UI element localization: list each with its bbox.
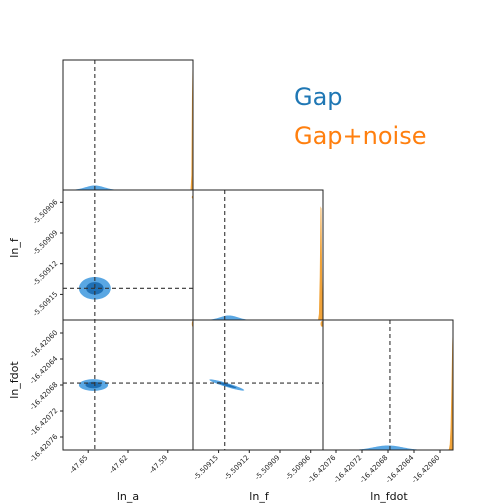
marginal-gap-ln-fdot [323,445,453,450]
y-tick-label-ln-f: -5.50915 [31,290,59,318]
x-tick-label-ln-f: -5.50912 [223,454,251,482]
x-tick-label-ln-a: -47.62 [108,454,130,476]
x-axis-label-ln-fdot: ln_fdot [370,490,408,503]
x-tick-label-ln-f: -5.50915 [192,454,220,482]
y-axis-label-ln-f: ln_f [8,237,21,258]
marginal-gap-ln-f [193,315,323,320]
marginal-gap-noise-ln-f [193,206,323,320]
contour-gap-ln-f-ln-fdot-inner [217,381,237,389]
y-tick-label-ln-f: -5.50909 [31,229,59,257]
panel-frame-ln-f-ln-f [192,189,324,321]
truth-lines-layer [63,60,391,450]
panel-frame-ln-a-ln-f [62,189,194,321]
x-tick-label-ln-fdot: -16.42060 [410,454,441,485]
marginal-gap-ln-a [63,185,193,190]
panel-frames-layer [62,59,454,451]
x-tick-label-ln-f: -5.50909 [254,454,282,482]
marginals-layer [63,69,453,450]
contours-layer [78,195,323,391]
panel-frame-ln-a-ln-a [62,59,194,191]
legend-entry-gap: Gap [294,83,343,111]
y-axis-label-ln-fdot: ln_fdot [8,361,21,399]
x-axis-label-ln-f: ln_f [249,490,270,503]
x-axis-label-ln-a: ln_a [117,490,139,503]
y-tick-label-ln-fdot: -16.42060 [28,329,59,360]
marginal-gap-noise-ln-a [63,69,193,190]
y-tick-label-ln-f: -5.50906 [31,198,59,226]
panel-frame-ln-fdot-ln-fdot [322,319,454,451]
legend-entry-gap-noise: Gap+noise [294,122,426,150]
x-tick-label-ln-a: -47.59 [148,454,170,476]
contour-gap-noise-ln-f-ln-fdot-inner [321,322,323,326]
y-tick-label-ln-f: -5.50912 [31,259,59,287]
contour-gap-ln-a-ln-fdot-inner [85,381,102,389]
x-tick-label-ln-a: -47.65 [68,454,90,476]
ticks-layer: -47.65 -47.62 -47.59 -5.50915-5.50915-5.509… [28,198,441,485]
panel-frame-ln-f-ln-fdot [192,319,324,451]
marginal-gap-noise-ln-fdot [323,322,453,450]
